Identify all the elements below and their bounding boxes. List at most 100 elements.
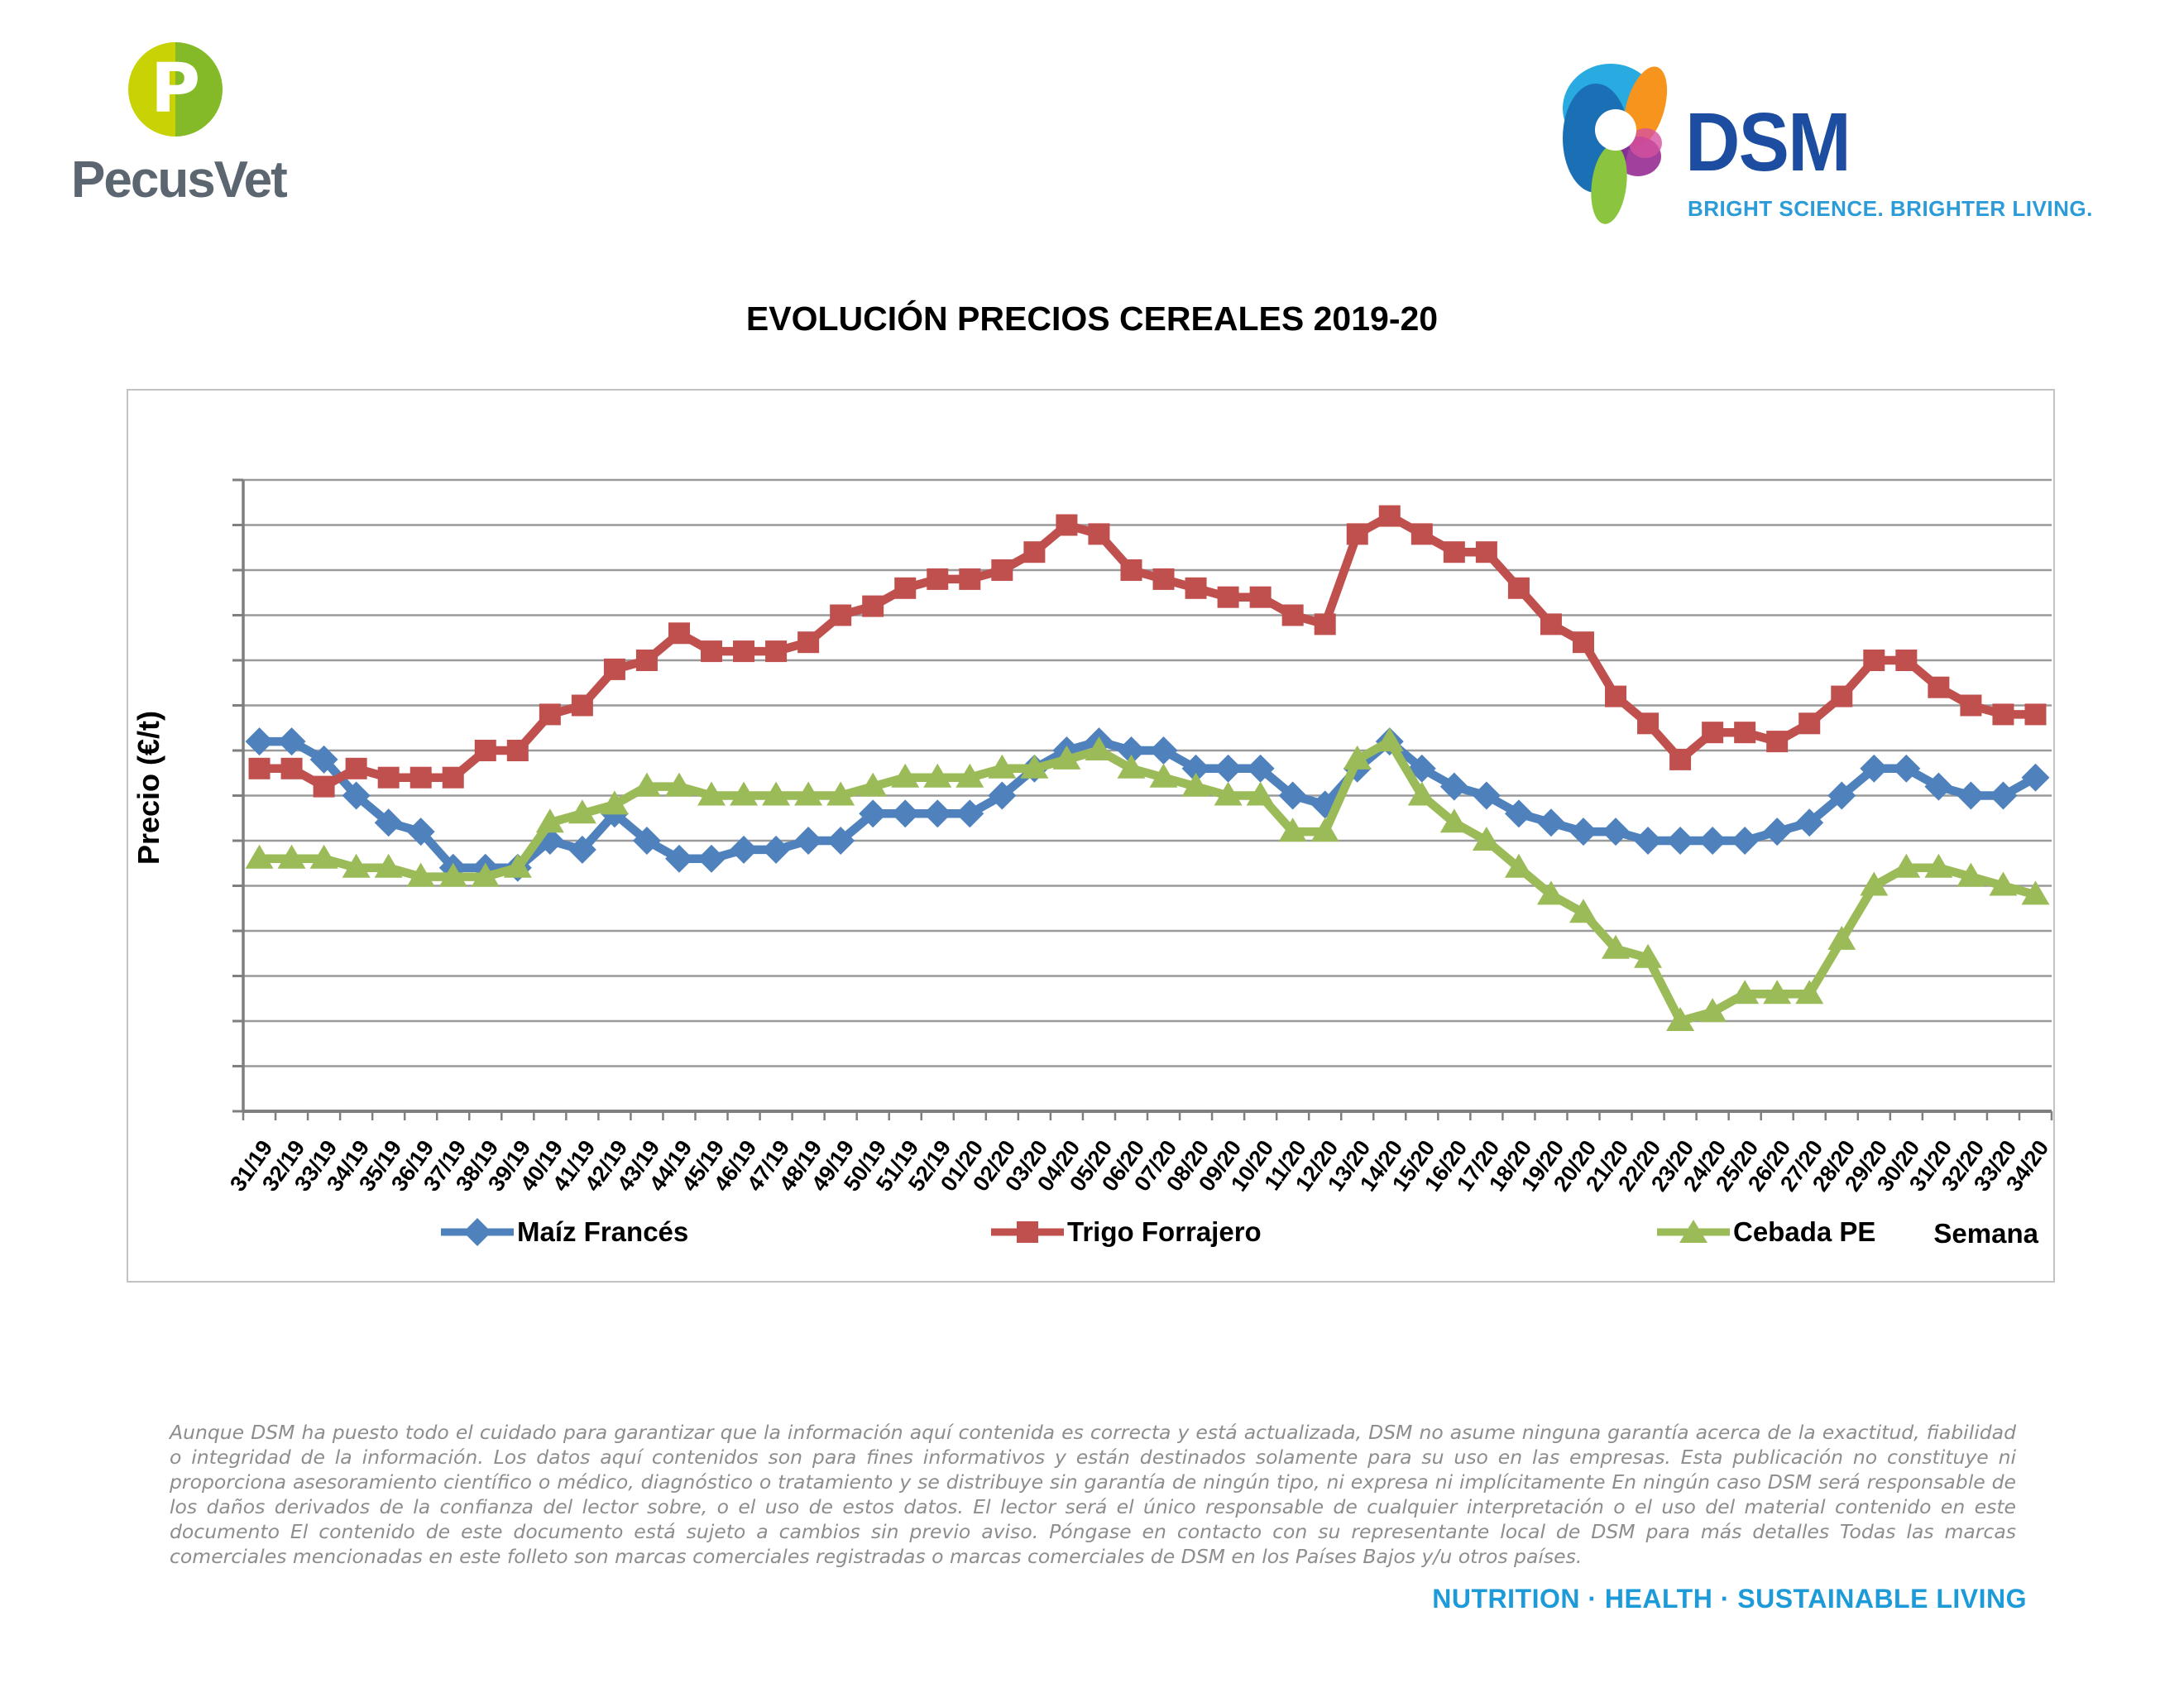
marker <box>697 781 726 806</box>
marker <box>1472 781 1501 810</box>
marker <box>730 781 759 806</box>
marker <box>959 568 981 590</box>
marker <box>539 703 561 726</box>
marker <box>1956 862 1985 887</box>
marker <box>1410 523 1433 545</box>
marker <box>826 827 855 855</box>
marker <box>1960 694 1982 717</box>
legend-marker-square <box>991 1221 1064 1243</box>
marker <box>568 799 596 824</box>
series-trigo-forrajero <box>248 505 2047 798</box>
marker <box>668 622 690 645</box>
marker <box>374 808 403 837</box>
legend-label: Cebada PE <box>1733 1216 1876 1247</box>
marker <box>697 844 726 873</box>
dsm-footer-tagline: NUTRITION · HEALTH · SUSTAINABLE LIVING <box>1432 1584 2027 1614</box>
marker <box>859 772 888 797</box>
pecusvet-monogram: P <box>150 50 201 128</box>
marker <box>1605 685 1627 707</box>
marker <box>1572 631 1594 654</box>
marker <box>1536 880 1565 905</box>
marker <box>280 757 303 779</box>
marker <box>1731 980 1760 1005</box>
marker <box>2024 703 2047 726</box>
marker <box>309 745 338 774</box>
marker <box>1088 523 1110 545</box>
marker <box>1666 827 1695 855</box>
marker <box>1217 586 1239 608</box>
marker <box>1702 722 1724 744</box>
marker <box>474 740 496 761</box>
marker <box>600 790 629 815</box>
marker <box>927 568 949 590</box>
marker <box>830 604 852 626</box>
marker <box>1763 980 1792 1005</box>
plot-area <box>232 478 2053 1120</box>
chart: Precio (€/t) 150155160165170175180185190… <box>127 389 2055 1283</box>
marker <box>277 727 306 756</box>
legend-item-cebada-pe: Cebada PE <box>1655 1214 1875 1250</box>
marker <box>1214 781 1243 806</box>
marker <box>701 640 723 663</box>
marker <box>1602 934 1631 959</box>
marker <box>1956 781 1985 810</box>
marker <box>1892 853 1921 878</box>
marker <box>1117 736 1146 765</box>
marker <box>1152 568 1175 590</box>
marker <box>1763 818 1792 846</box>
legend-marker-triangle <box>1657 1220 1730 1243</box>
marker <box>1343 745 1372 770</box>
marker <box>1731 827 1760 855</box>
marker <box>1407 781 1436 806</box>
marker <box>1181 772 1210 797</box>
marker <box>730 835 759 864</box>
dsm-swirl-icon <box>1563 64 1668 224</box>
axes <box>232 478 2053 1120</box>
marker <box>665 844 693 873</box>
marker <box>1989 871 2018 896</box>
marker <box>503 853 532 878</box>
marker <box>1346 523 1368 545</box>
legend-marker-diamond <box>441 1218 514 1246</box>
marker <box>859 799 888 828</box>
legend-item-trigo-forrajero: Trigo Forrajero <box>989 1214 1262 1250</box>
marker <box>442 766 464 789</box>
marker <box>342 853 371 878</box>
marker <box>277 844 306 869</box>
marker <box>988 754 1017 779</box>
marker <box>762 781 791 806</box>
marker <box>762 835 791 864</box>
marker <box>1569 818 1597 846</box>
chart-title: EVOLUCIÓN PRECIOS CEREALES 2019-20 <box>745 300 1439 338</box>
marker <box>406 818 435 846</box>
marker <box>1472 827 1501 851</box>
marker <box>1734 722 1756 744</box>
x-axis-title: Semana <box>1933 1218 2038 1249</box>
pecusvet-logo: P PecusVet <box>71 33 319 223</box>
marker <box>377 766 400 789</box>
marker <box>862 595 884 617</box>
series-line-cebada-pe <box>259 736 2037 1026</box>
marker <box>248 757 271 779</box>
marker <box>1310 818 1339 842</box>
marker <box>765 640 788 663</box>
disclaimer-text: Aunque DSM ha puesto todo el cuidado par… <box>170 1421 2016 1569</box>
marker <box>1439 772 1468 801</box>
marker <box>923 763 952 788</box>
marker <box>1375 727 1404 752</box>
marker <box>632 827 661 855</box>
marker <box>1149 763 1178 788</box>
marker <box>1540 613 1562 635</box>
marker <box>1249 586 1272 608</box>
marker <box>410 766 432 789</box>
marker <box>923 799 952 828</box>
marker <box>603 658 625 680</box>
marker <box>1634 827 1663 855</box>
marker <box>1637 712 1660 735</box>
marker <box>245 727 274 756</box>
marker <box>1827 925 1856 950</box>
legend-item-maiz-frances: Maíz Francés <box>439 1214 688 1250</box>
marker <box>406 862 435 887</box>
marker <box>664 772 693 797</box>
dsm-wordmark: DSM <box>1685 96 1851 189</box>
